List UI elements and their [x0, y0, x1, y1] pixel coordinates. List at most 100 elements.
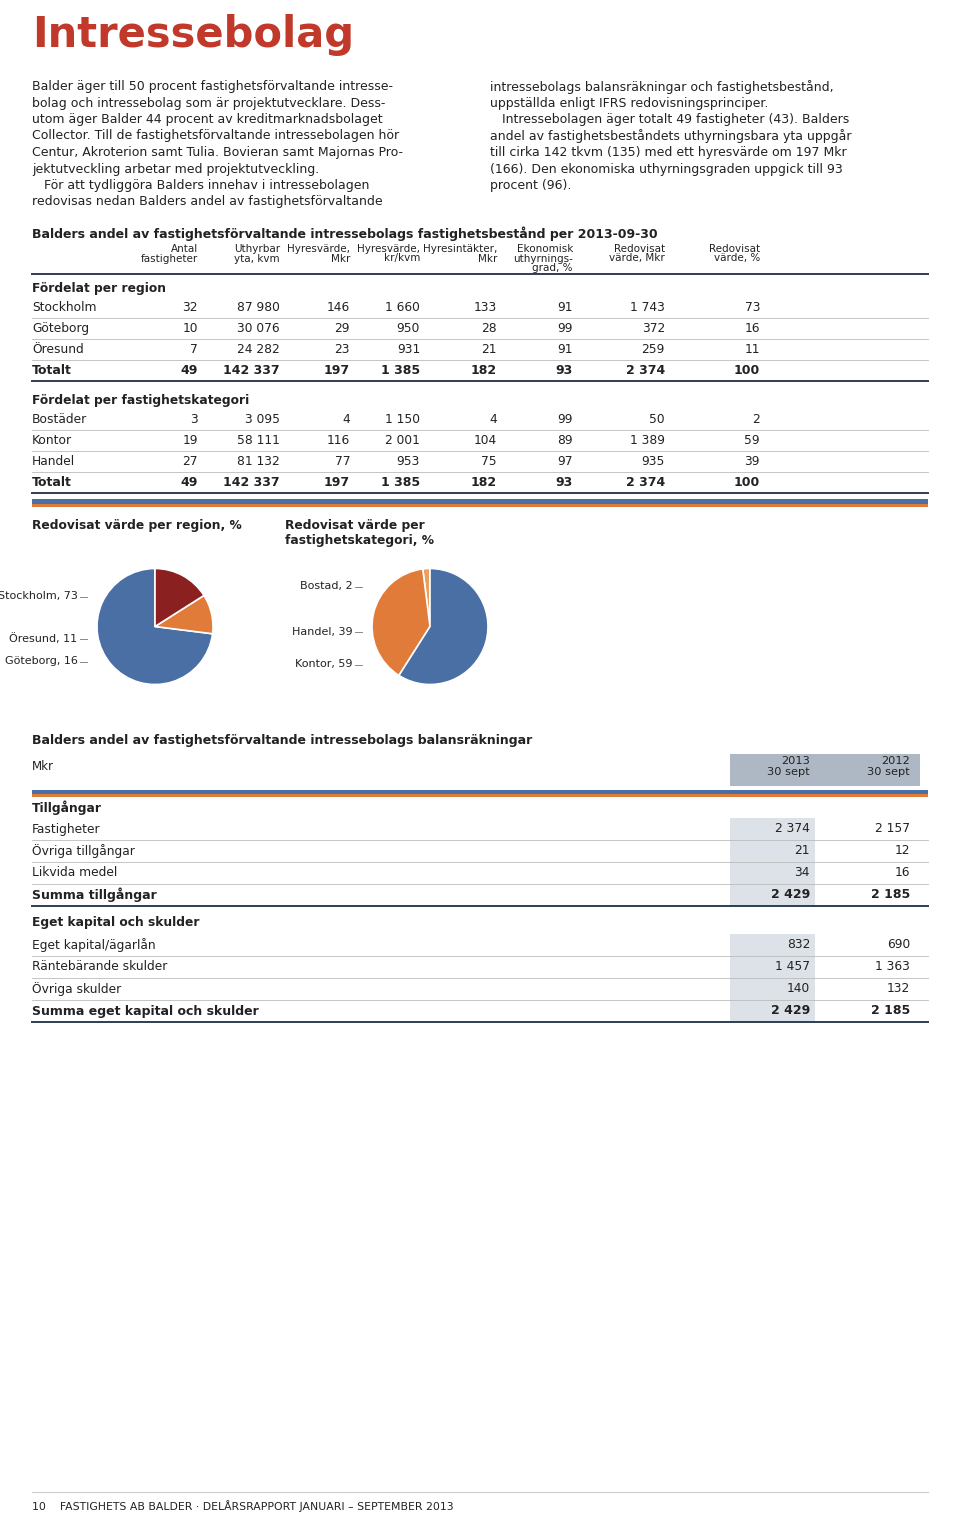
- Text: Mkr: Mkr: [330, 253, 350, 264]
- Text: 140: 140: [787, 983, 810, 995]
- Text: 142 337: 142 337: [224, 475, 280, 489]
- Text: uthyrnings-: uthyrnings-: [514, 253, 573, 264]
- Text: 4: 4: [490, 413, 497, 427]
- Text: 116: 116: [326, 434, 350, 447]
- Text: Redovisat värde per region, %: Redovisat värde per region, %: [32, 520, 242, 532]
- Text: 2 374: 2 374: [626, 364, 665, 376]
- Text: Bostäder: Bostäder: [32, 413, 87, 427]
- Text: 87 980: 87 980: [237, 302, 280, 314]
- Text: 182: 182: [470, 364, 497, 376]
- Text: 49: 49: [180, 475, 198, 489]
- Text: 12: 12: [895, 844, 910, 858]
- Text: Ekonomisk: Ekonomisk: [516, 244, 573, 255]
- Text: uppställda enligt IFRS redovisningsprinciper.: uppställda enligt IFRS redovisningsprinc…: [490, 96, 768, 110]
- Text: Handel: Handel: [32, 456, 75, 468]
- Text: Kontor: Kontor: [32, 434, 72, 447]
- Bar: [730, 1000, 815, 1023]
- Text: 931: 931: [396, 343, 420, 357]
- Text: 34: 34: [795, 867, 810, 879]
- Text: Mkr: Mkr: [478, 253, 497, 264]
- Wedge shape: [422, 568, 430, 626]
- Text: Collector. Till de fastighetsförvaltande intressebolagen hör: Collector. Till de fastighetsförvaltande…: [32, 130, 399, 143]
- Text: 2 157: 2 157: [875, 823, 910, 835]
- Text: Totalt: Totalt: [32, 364, 72, 376]
- Text: grad, %: grad, %: [533, 264, 573, 273]
- Text: 2013: 2013: [781, 756, 810, 767]
- Text: Göteborg, 16: Göteborg, 16: [5, 657, 78, 666]
- Text: 29: 29: [334, 322, 350, 335]
- Bar: [32, 504, 928, 507]
- Text: intressebolags balansräkningar och fastighetsbestånd,: intressebolags balansräkningar och fasti…: [490, 79, 833, 94]
- Text: 2 374: 2 374: [626, 475, 665, 489]
- Text: fastigheter: fastigheter: [141, 253, 198, 264]
- Text: 32: 32: [182, 302, 198, 314]
- Text: Summa tillgångar: Summa tillgångar: [32, 887, 156, 902]
- Text: 21: 21: [795, 844, 810, 858]
- Text: Centur, Akroterion samt Tulia. Bovieran samt Majornas Pro-: Centur, Akroterion samt Tulia. Bovieran …: [32, 146, 403, 158]
- Text: 197: 197: [324, 475, 350, 489]
- Text: 93: 93: [556, 364, 573, 376]
- Text: 81 132: 81 132: [237, 456, 280, 468]
- Text: Stockholm, 73: Stockholm, 73: [0, 591, 78, 602]
- Text: 39: 39: [745, 456, 760, 468]
- Text: utom äger Balder 44 procent av kreditmarknadsbolaget: utom äger Balder 44 procent av kreditmar…: [32, 113, 383, 126]
- Text: 2 429: 2 429: [771, 888, 810, 902]
- Text: 132: 132: [887, 983, 910, 995]
- Text: 2 374: 2 374: [775, 823, 810, 835]
- Bar: [730, 754, 920, 786]
- Text: 91: 91: [558, 302, 573, 314]
- Text: Öresund, 11: Öresund, 11: [10, 632, 78, 645]
- Text: värde, %: värde, %: [713, 253, 760, 264]
- Text: Redovisat: Redovisat: [613, 244, 665, 255]
- Text: 11: 11: [745, 343, 760, 357]
- Text: Kontor, 59: Kontor, 59: [295, 660, 352, 669]
- Text: Intressebolag: Intressebolag: [32, 14, 354, 56]
- Text: 197: 197: [324, 364, 350, 376]
- Text: 99: 99: [558, 322, 573, 335]
- Bar: [32, 498, 928, 504]
- Text: redovisas nedan Balders andel av fastighetsförvaltande: redovisas nedan Balders andel av fastigh…: [32, 195, 383, 209]
- Text: 2: 2: [753, 413, 760, 427]
- Text: Redovisat: Redovisat: [708, 244, 760, 255]
- Text: värde, Mkr: värde, Mkr: [610, 253, 665, 264]
- Text: 7: 7: [190, 343, 198, 357]
- Text: 99: 99: [558, 413, 573, 427]
- Bar: [730, 863, 815, 884]
- Text: 935: 935: [641, 456, 665, 468]
- Text: yta, kvm: yta, kvm: [234, 253, 280, 264]
- Text: Balder äger till 50 procent fastighetsförvaltande intresse-: Balder äger till 50 procent fastighetsfö…: [32, 79, 393, 93]
- Text: Stockholm: Stockholm: [32, 302, 97, 314]
- Text: 1 385: 1 385: [381, 364, 420, 376]
- Text: 1 457: 1 457: [775, 960, 810, 974]
- Text: 58 111: 58 111: [237, 434, 280, 447]
- Text: Hyresvärde,: Hyresvärde,: [357, 244, 420, 255]
- Text: 1 660: 1 660: [385, 302, 420, 314]
- Text: Hyresintäkter,: Hyresintäkter,: [422, 244, 497, 255]
- Text: 3 095: 3 095: [245, 413, 280, 427]
- Bar: [730, 956, 815, 978]
- Text: 1 743: 1 743: [630, 302, 665, 314]
- Text: 4: 4: [343, 413, 350, 427]
- Text: Tillgångar: Tillgångar: [32, 800, 102, 814]
- Text: 30 076: 30 076: [237, 322, 280, 335]
- Text: 73: 73: [745, 302, 760, 314]
- Text: 77: 77: [334, 456, 350, 468]
- Text: Likvida medel: Likvida medel: [32, 867, 117, 879]
- Text: Redovisat värde per
fastighetskategori, %: Redovisat värde per fastighetskategori, …: [285, 520, 434, 547]
- Text: 146: 146: [326, 302, 350, 314]
- Text: 50: 50: [649, 413, 665, 427]
- Text: 27: 27: [182, 456, 198, 468]
- Bar: [730, 934, 815, 956]
- Wedge shape: [372, 568, 430, 675]
- Wedge shape: [155, 596, 213, 634]
- Text: 2 429: 2 429: [771, 1004, 810, 1018]
- Text: Eget kapital och skulder: Eget kapital och skulder: [32, 916, 200, 930]
- Text: 16: 16: [745, 322, 760, 335]
- Text: 1 150: 1 150: [385, 413, 420, 427]
- Bar: [730, 978, 815, 1000]
- Text: 133: 133: [473, 302, 497, 314]
- Text: 19: 19: [182, 434, 198, 447]
- Text: 100: 100: [733, 475, 760, 489]
- Text: 93: 93: [556, 475, 573, 489]
- Text: 832: 832: [786, 939, 810, 951]
